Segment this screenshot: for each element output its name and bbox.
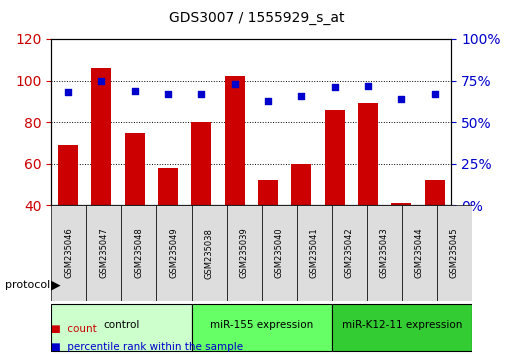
Point	[164, 91, 172, 97]
Bar	[367, 205, 402, 301]
Bar	[158, 168, 178, 289]
Text: GSM235047: GSM235047	[100, 228, 108, 279]
Bar	[262, 205, 297, 301]
Bar	[297, 205, 332, 301]
Text: GSM235039: GSM235039	[240, 228, 249, 279]
Text: GSM235048: GSM235048	[134, 228, 144, 279]
Text: miR-155 expression: miR-155 expression	[210, 320, 313, 330]
Text: ▶: ▶	[51, 279, 61, 291]
Bar	[125, 132, 145, 289]
Bar	[191, 205, 227, 301]
Text: ■  count: ■ count	[51, 324, 97, 334]
Point	[397, 96, 405, 102]
Text: GSM235046: GSM235046	[64, 228, 73, 279]
Text: GSM235043: GSM235043	[380, 228, 389, 279]
Bar	[86, 205, 122, 301]
Bar	[191, 122, 211, 289]
Point	[64, 89, 72, 95]
Text: GDS3007 / 1555929_s_at: GDS3007 / 1555929_s_at	[169, 11, 344, 25]
Bar	[258, 181, 278, 289]
Bar	[332, 304, 472, 351]
Point	[297, 93, 305, 98]
Text: GSM235044: GSM235044	[415, 228, 424, 279]
Point	[330, 84, 339, 90]
Bar	[402, 205, 437, 301]
Point	[130, 88, 139, 93]
Text: miR-K12-11 expression: miR-K12-11 expression	[342, 320, 462, 330]
Bar	[291, 164, 311, 289]
Bar	[122, 205, 156, 301]
Point	[97, 78, 106, 84]
Text: GSM235041: GSM235041	[310, 228, 319, 279]
Bar	[425, 181, 445, 289]
Text: GSM235038: GSM235038	[205, 228, 213, 279]
Text: GSM235049: GSM235049	[169, 228, 179, 279]
Text: GSM235040: GSM235040	[274, 228, 284, 279]
Bar	[156, 205, 191, 301]
Bar	[391, 203, 411, 289]
Bar	[227, 205, 262, 301]
Text: GSM235045: GSM235045	[450, 228, 459, 279]
Bar	[58, 145, 78, 289]
Point	[230, 81, 239, 87]
Bar	[91, 68, 111, 289]
Text: protocol: protocol	[5, 280, 50, 290]
Point	[197, 91, 205, 97]
Bar	[325, 110, 345, 289]
Bar	[51, 304, 191, 351]
Text: control: control	[103, 320, 140, 330]
Bar	[51, 205, 86, 301]
Text: ■  percentile rank within the sample: ■ percentile rank within the sample	[51, 342, 244, 352]
Point	[364, 83, 372, 88]
Bar	[191, 304, 332, 351]
Bar	[332, 205, 367, 301]
Bar	[225, 76, 245, 289]
Point	[430, 91, 439, 97]
Text: GSM235042: GSM235042	[345, 228, 354, 279]
Bar	[437, 205, 472, 301]
Bar	[358, 103, 378, 289]
Point	[264, 98, 272, 103]
